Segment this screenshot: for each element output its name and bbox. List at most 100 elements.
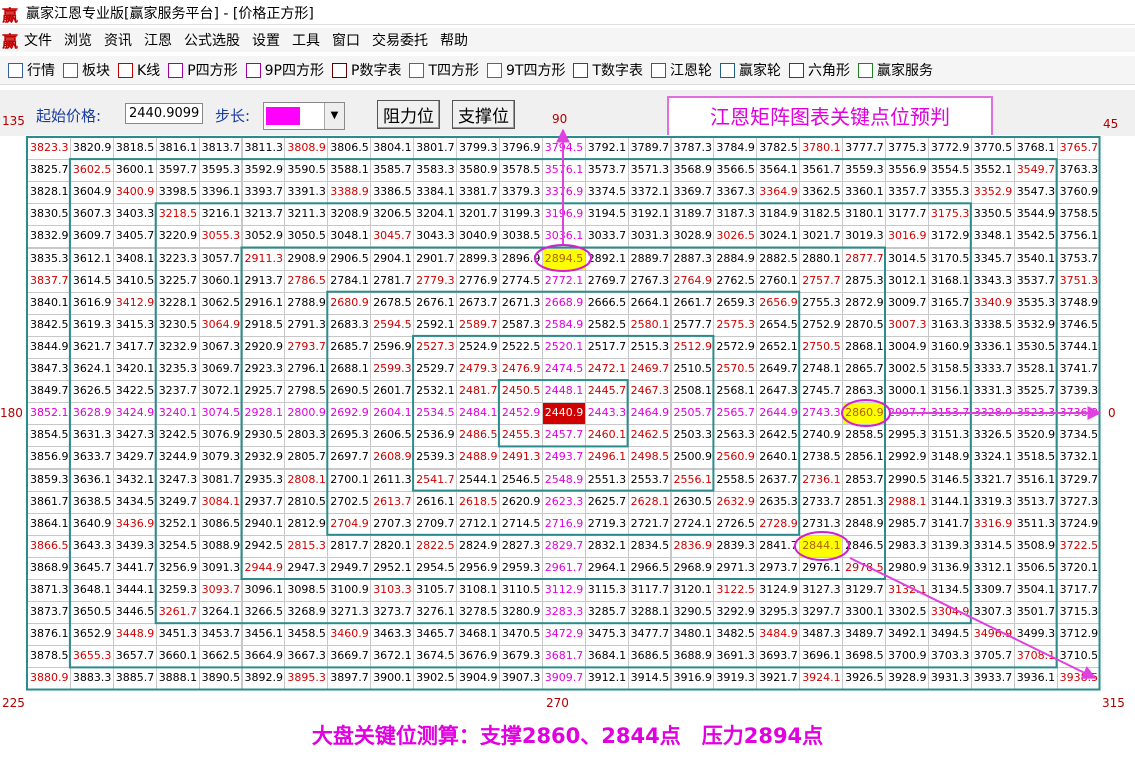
price-cell: 3151.3 <box>927 424 972 448</box>
toolbar-button[interactable]: T四方形 <box>409 60 479 80</box>
price-cell: 3564.1 <box>756 159 801 183</box>
caption: 大盘关键位测算：支撑2860、2844点 压力2894点 <box>311 724 824 748</box>
price-cell: 3064.9 <box>198 313 243 337</box>
price-cell: 3400.9 <box>112 181 157 205</box>
toolbar-button[interactable]: P数字表 <box>332 60 401 80</box>
price-cell: 3160.9 <box>927 335 972 359</box>
annotation: 江恩矩阵图表关键点位预判 <box>667 96 993 138</box>
price-cell: 3002.5 <box>885 358 929 382</box>
price-cell: 3660.1 <box>155 645 200 669</box>
price-cell: 2616.1 <box>413 490 457 514</box>
start-price-input[interactable]: 2440.9099 <box>125 103 203 124</box>
toolbar-label: 9T四方形 <box>506 63 566 79</box>
menu-item[interactable]: 窗口 <box>332 33 361 49</box>
price-cell: 3211.3 <box>284 203 329 227</box>
price-cell: 2892.1 <box>584 247 629 271</box>
resistance-button[interactable]: 阻力位 <box>377 100 440 129</box>
toolbar-icon <box>487 62 503 78</box>
combo-arrow[interactable]: ▼ <box>324 103 344 129</box>
price-cell: 3513.7 <box>1013 490 1058 514</box>
price-cell: 3753.7 <box>1056 247 1101 271</box>
price-cell: 3072.1 <box>198 380 243 404</box>
toolbar-button[interactable]: 9P四方形 <box>245 60 324 80</box>
menu-item[interactable]: 浏览 <box>64 33 93 49</box>
grid-frame <box>26 136 1101 691</box>
price-cell: 3792.1 <box>584 137 629 161</box>
toolbar-button[interactable]: 赢家服务 <box>858 60 933 80</box>
price-cell: 3367.3 <box>713 181 758 205</box>
price-cell: 3081.7 <box>198 468 243 492</box>
price-cell: 3172.9 <box>927 225 972 249</box>
price-cell: 3220.9 <box>155 225 200 249</box>
price-cell: 3657.7 <box>112 645 157 669</box>
price-cell: 3393.7 <box>241 181 286 205</box>
price-cell: 3508.9 <box>1013 534 1058 558</box>
angle-label: 225 <box>2 696 25 710</box>
toolbar-button[interactable]: 六角形 <box>789 60 850 80</box>
price-cell: 3801.7 <box>413 137 457 161</box>
price-cell: 3422.5 <box>112 380 157 404</box>
toolbar-button[interactable]: K线 <box>118 60 160 80</box>
price-cell: 2582.5 <box>584 313 629 337</box>
price-cell: 3480.1 <box>670 623 715 647</box>
price-cell: 2882.5 <box>756 247 801 271</box>
price-cell: 2776.9 <box>456 269 500 293</box>
price-cell: 3242.5 <box>155 424 200 448</box>
menu-item[interactable]: 文件 <box>24 33 53 49</box>
toolbar-label: K线 <box>137 63 161 79</box>
price-cell: 3825.7 <box>27 159 71 183</box>
price-cell: 3741.7 <box>1056 358 1101 382</box>
price-cell: 2601.7 <box>370 380 415 404</box>
menu-item[interactable]: 工具 <box>292 33 321 49</box>
toolbar-button[interactable]: 板块 <box>63 60 110 80</box>
toolbar-button[interactable]: 江恩轮 <box>651 60 712 80</box>
price-cell: 2664.1 <box>627 291 672 315</box>
price-cell: 2647.3 <box>756 380 801 404</box>
menu-item[interactable]: 交易委托 <box>372 33 429 49</box>
price-cell: 3405.7 <box>112 225 157 249</box>
menu-item[interactable]: 公式选股 <box>184 33 241 49</box>
toolbar-button[interactable]: 赢家轮 <box>720 60 781 80</box>
price-cell: 2752.9 <box>799 313 844 337</box>
price-cell: 2628.1 <box>627 490 672 514</box>
price-cell: 3004.9 <box>885 335 929 359</box>
menu-item[interactable]: 江恩 <box>144 33 173 49</box>
price-cell: 3120.1 <box>670 579 715 603</box>
price-cell: 2944.9 <box>241 556 286 580</box>
price-cell: 3074.5 <box>198 402 243 426</box>
price-cell: 3847.3 <box>27 358 71 382</box>
price-cell: 2956.9 <box>456 556 500 580</box>
price-cell: 3052.9 <box>241 225 286 249</box>
toolbar-button[interactable]: 行情 <box>8 60 55 80</box>
menu-item[interactable]: 设置 <box>252 33 281 49</box>
price-cell: 3093.7 <box>198 579 243 603</box>
price-cell: 2784.1 <box>327 269 372 293</box>
price-cell: 3336.1 <box>970 335 1015 359</box>
price-cell: 3050.5 <box>284 225 329 249</box>
toolbar-button[interactable]: 9T四方形 <box>487 60 565 80</box>
price-cell: 3696.1 <box>799 645 844 669</box>
support-button[interactable]: 支撑位 <box>452 100 515 129</box>
menu-item[interactable]: 资讯 <box>104 33 133 49</box>
menu-bar: 赢 文件 浏览 资讯 江恩 公式选股 设置 工具 窗口 交易委托 帮助 <box>0 28 1135 52</box>
price-cell: 2767.3 <box>627 269 672 293</box>
price-cell: 2930.5 <box>241 424 286 448</box>
toolbar-button[interactable]: T数字表 <box>573 60 643 80</box>
step-label: 步长: <box>215 107 251 125</box>
price-cell: 2599.3 <box>370 358 415 382</box>
toolbar-label: 板块 <box>82 63 110 79</box>
price-cell: 3511.3 <box>1013 512 1058 536</box>
price-cell: 3799.3 <box>456 137 500 161</box>
price-cell: 2570.5 <box>713 358 758 382</box>
step-combo[interactable]: ▼ <box>263 102 345 130</box>
price-cell: 2558.5 <box>713 468 758 492</box>
price-cell: 3516.1 <box>1013 468 1058 492</box>
price-cell: 2611.3 <box>370 468 415 492</box>
price-cell: 2668.9 <box>541 291 586 315</box>
price-cell: 2592.1 <box>413 313 457 337</box>
price-cell: 2880.1 <box>799 247 844 271</box>
price-cell: 2688.1 <box>327 358 372 382</box>
price-cell: 3218.5 <box>155 203 200 227</box>
toolbar-button[interactable]: P四方形 <box>168 60 238 80</box>
menu-item[interactable]: 帮助 <box>440 33 469 49</box>
